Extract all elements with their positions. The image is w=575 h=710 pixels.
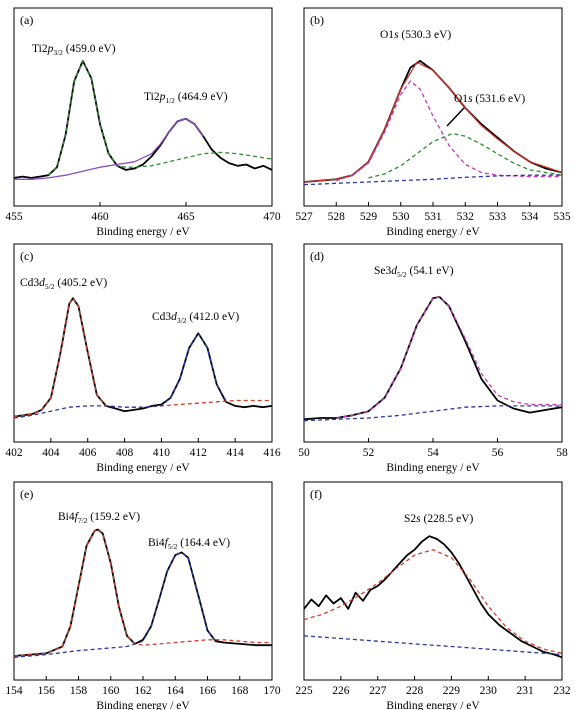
x-tick-label: 158 [70, 685, 88, 697]
x-tick-label: 455 [5, 211, 23, 223]
x-axis-title: Binding energy / eV [96, 462, 190, 474]
x-tick-label: 529 [360, 211, 378, 223]
x-tick-label: 154 [5, 685, 23, 697]
x-axis-title: Binding energy / eV [96, 226, 190, 238]
x-tick-label: 227 [369, 685, 387, 697]
x-tick-label: 530 [392, 211, 410, 223]
x-tick-label: 533 [489, 211, 507, 223]
x-tick-label: 408 [116, 447, 134, 459]
panel-label: (a) [20, 13, 33, 27]
x-tick-label: 531 [424, 211, 442, 223]
peak-label: Cd3d5/2 (405.2 eV) [20, 277, 107, 291]
series-line-1 [303, 549, 563, 654]
series-line-1 [303, 61, 563, 183]
peak-label: O1s (530.3 eV) [380, 29, 451, 41]
panel-label: (b) [310, 13, 324, 27]
series-line-3 [368, 132, 563, 179]
series-line-1 [13, 297, 272, 418]
peak-pointer [446, 107, 465, 127]
x-tick-label: 170 [263, 685, 281, 697]
panel-frame [303, 481, 563, 681]
x-tick-label: 534 [521, 211, 539, 223]
x-tick-label: 162 [134, 685, 152, 697]
x-tick-label: 226 [332, 685, 350, 697]
panel-label: (f) [310, 487, 322, 501]
x-tick-label: 404 [42, 447, 60, 459]
series-line-2 [303, 635, 563, 656]
x-tick-label: 164 [167, 685, 185, 697]
series-line-0 [303, 296, 563, 421]
x-tick-label: 412 [190, 447, 208, 459]
panel-f: (f) 225 226 227 228 229 230 231 232 Binding energ… [295, 481, 571, 710]
panel-label: (e) [20, 487, 33, 501]
panel-c: (c) 402 404 406 408 410 412 414 416 Binding energ… [5, 243, 281, 474]
series-line-0 [13, 528, 272, 657]
x-tick-label: 160 [102, 685, 120, 697]
series-line-0 [303, 535, 563, 659]
panel-label: (c) [20, 249, 33, 263]
peak-label: Ti2p3/2 (459.0 eV) [32, 43, 116, 57]
x-tick-label: 58 [556, 447, 568, 459]
x-tick-label: 225 [295, 685, 313, 697]
x-tick-label: 56 [492, 447, 504, 459]
x-tick-label: 414 [227, 447, 245, 459]
peak-label: Bi4f5/2 (164.4 eV) [148, 537, 230, 551]
x-tick-label: 528 [328, 211, 346, 223]
x-tick-label: 54 [427, 447, 439, 459]
peak-label: Ti2p1/2 (464.9 eV) [144, 91, 228, 105]
x-axis-title: Binding energy / eV [96, 700, 190, 710]
series-line-4 [303, 174, 562, 186]
x-tick-label: 228 [406, 685, 424, 697]
panel-label: (d) [310, 249, 324, 263]
x-tick-label: 410 [153, 447, 171, 459]
panel-frame [13, 7, 273, 207]
peak-label: Cd3d3/2 (412.0 eV) [152, 311, 239, 325]
x-tick-label: 402 [5, 447, 23, 459]
x-tick-label: 52 [363, 447, 375, 459]
x-tick-label: 460 [91, 211, 109, 223]
series-line-2 [13, 332, 227, 419]
series-line-1 [336, 296, 562, 419]
panel-b: (b) 527 528 529 530 531 532 533 534 535 Binding en… [295, 7, 571, 238]
peak-label: S2s (228.5 eV) [404, 513, 474, 525]
x-tick-label: 50 [298, 447, 310, 459]
x-axis-title: Binding energy / eV [386, 226, 480, 238]
series-line-1 [47, 60, 273, 176]
x-tick-label: 229 [443, 685, 461, 697]
x-tick-label: 532 [457, 211, 475, 223]
x-tick-label: 168 [231, 685, 249, 697]
panel-a: (a) 455 460 465 470 Binding energy / eV Ti2p3/… [5, 7, 281, 238]
peak-label: O1s (531.6 eV) [454, 93, 525, 105]
panel-e: (e) 154 156 158 160 162 164 166 168 170 Binding en… [5, 481, 281, 710]
peak-label: Se3d5/2 (54.1 eV) [374, 265, 454, 279]
panel-frame [13, 243, 273, 443]
series-line-2 [336, 80, 562, 182]
x-axis-title: Binding energy / eV [386, 462, 480, 474]
x-tick-label: 527 [295, 211, 313, 223]
x-tick-label: 535 [553, 211, 571, 223]
x-tick-label: 232 [553, 685, 571, 697]
peak-label: Bi4f7/2 (159.2 eV) [58, 511, 140, 525]
x-tick-label: 231 [517, 685, 535, 697]
panel-d: (d) 50 52 54 56 58 Binding energy / eV Se3d5/2 … [298, 243, 568, 474]
x-tick-label: 465 [177, 211, 195, 223]
x-tick-label: 156 [38, 685, 56, 697]
series-line-2 [303, 405, 562, 422]
series-line-0 [303, 60, 563, 183]
x-tick-label: 406 [79, 447, 97, 459]
x-tick-label: 470 [263, 211, 281, 223]
series-line-0 [13, 60, 273, 179]
series-line-2 [13, 551, 217, 658]
x-tick-label: 166 [199, 685, 217, 697]
x-tick-label: 230 [480, 685, 498, 697]
x-axis-title: Binding energy / eV [386, 700, 480, 710]
series-line-1 [13, 528, 272, 657]
x-tick-label: 416 [263, 447, 281, 459]
series-line-2 [14, 118, 204, 180]
